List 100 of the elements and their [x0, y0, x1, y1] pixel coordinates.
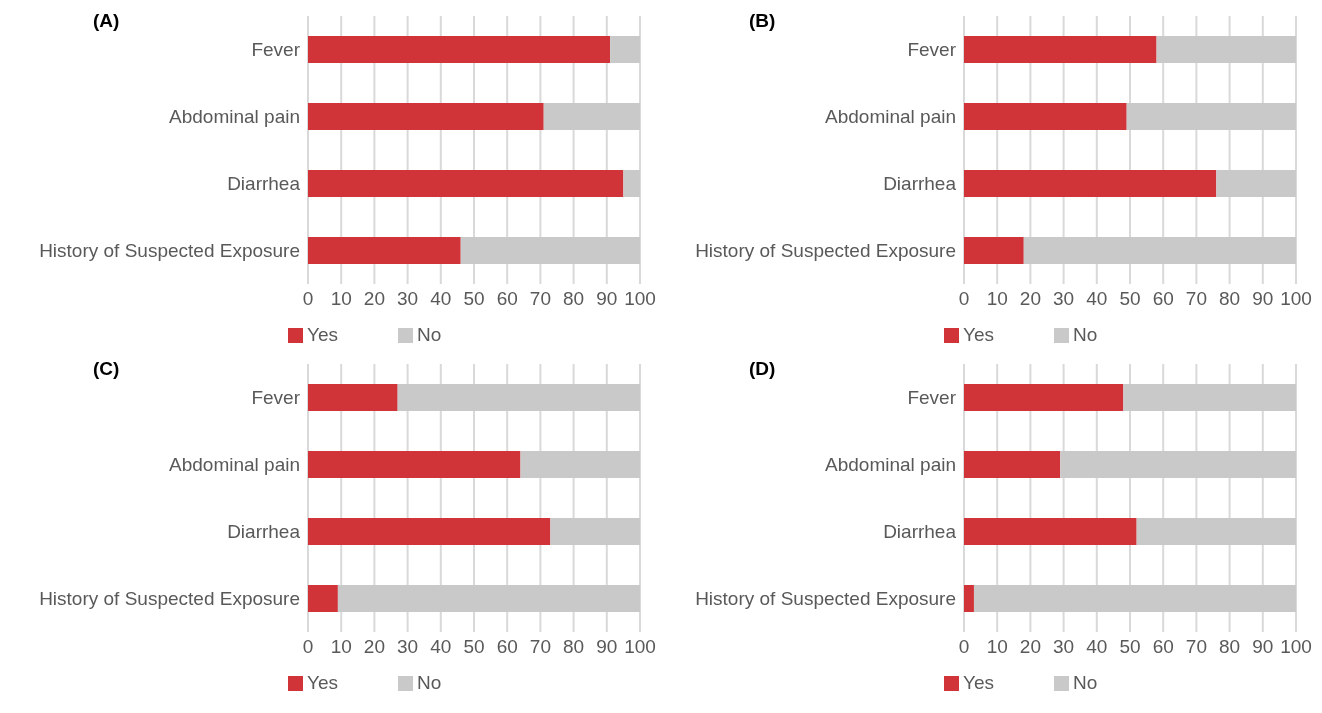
- x-tick-label: 30: [397, 636, 419, 658]
- x-tick-label: 90: [596, 288, 618, 310]
- x-tick-label: 10: [986, 636, 1008, 658]
- x-tick-label: 100: [1280, 288, 1312, 310]
- x-tick-label: 0: [302, 288, 314, 310]
- bar: [1023, 237, 1296, 264]
- x-tick-label: 20: [363, 636, 385, 658]
- y-tick-label: History of Suspected Exposure: [39, 240, 300, 262]
- bar: [973, 585, 1296, 612]
- bar: [964, 518, 1137, 545]
- x-tick-label: 50: [1119, 636, 1141, 658]
- legend-label: No: [417, 672, 442, 693]
- bar: [308, 170, 624, 197]
- bar: [460, 237, 640, 264]
- bar: [308, 585, 338, 612]
- x-tick-label: 10: [986, 288, 1008, 310]
- bar: [550, 518, 640, 545]
- text: (A): [93, 10, 120, 32]
- x-tick-label: 60: [496, 288, 518, 310]
- bar: [397, 384, 640, 411]
- x-tick-label: 30: [1053, 636, 1075, 658]
- bar: [308, 237, 461, 264]
- bar: [964, 36, 1157, 63]
- text: (C): [93, 358, 120, 380]
- x-tick-label: 30: [397, 288, 419, 310]
- bar: [1060, 451, 1296, 478]
- y-tick-label: Diarrhea: [227, 173, 301, 195]
- y-tick-label: Diarrhea: [883, 521, 957, 543]
- y-tick-label: Fever: [907, 387, 957, 409]
- bar: [308, 103, 544, 130]
- x-tick-label: 70: [1185, 636, 1207, 658]
- x-tick-label: 0: [958, 288, 970, 310]
- y-tick-label: Abdominal pain: [825, 106, 956, 128]
- x-tick-label: 80: [1219, 636, 1241, 658]
- x-tick-label: 0: [958, 636, 970, 658]
- x-tick-label: 20: [1019, 288, 1041, 310]
- x-tick-label: 90: [1252, 636, 1274, 658]
- bar: [520, 451, 640, 478]
- text: (D): [749, 358, 776, 380]
- bar: [308, 384, 398, 411]
- x-tick-label: 90: [596, 636, 618, 658]
- bar: [543, 103, 640, 130]
- x-tick-label: 70: [529, 636, 551, 658]
- legend-label: Yes: [307, 672, 338, 693]
- x-tick-label: 50: [463, 288, 485, 310]
- bar: [1126, 103, 1296, 130]
- y-tick-label: Fever: [251, 387, 301, 409]
- y-tick-label: Diarrhea: [227, 521, 301, 543]
- bar: [964, 103, 1127, 130]
- y-tick-label: Fever: [907, 39, 957, 61]
- legend-label: No: [417, 324, 442, 345]
- bar: [623, 170, 640, 197]
- bar: [964, 585, 974, 612]
- x-tick-label: 50: [463, 636, 485, 658]
- y-tick-label: History of Suspected Exposure: [695, 240, 956, 262]
- x-tick-label: 80: [1219, 288, 1241, 310]
- bar: [308, 451, 521, 478]
- bar: [964, 237, 1024, 264]
- x-tick-label: 70: [529, 288, 551, 310]
- x-tick-label: 40: [1086, 288, 1108, 310]
- bar: [1156, 36, 1296, 63]
- x-tick-label: 40: [430, 636, 452, 658]
- y-tick-label: Abdominal pain: [825, 454, 956, 476]
- bar: [1123, 384, 1296, 411]
- bar: [1216, 170, 1296, 197]
- legend-label: No: [1073, 672, 1098, 693]
- x-tick-label: 80: [563, 288, 585, 310]
- x-tick-label: 100: [624, 288, 656, 310]
- x-tick-label: 40: [1086, 636, 1108, 658]
- legend-label: Yes: [963, 324, 994, 345]
- x-tick-label: 10: [330, 288, 352, 310]
- x-tick-label: 40: [430, 288, 452, 310]
- y-tick-label: History of Suspected Exposure: [695, 588, 956, 610]
- x-tick-label: 70: [1185, 288, 1207, 310]
- x-tick-label: 100: [624, 636, 656, 658]
- y-tick-label: Abdominal pain: [169, 454, 300, 476]
- y-tick-label: Abdominal pain: [169, 106, 300, 128]
- bar: [964, 384, 1124, 411]
- bar: [337, 585, 640, 612]
- bar: [610, 36, 640, 63]
- x-tick-label: 50: [1119, 288, 1141, 310]
- x-tick-label: 90: [1252, 288, 1274, 310]
- x-tick-label: 60: [1152, 636, 1174, 658]
- x-tick-label: 100: [1280, 636, 1312, 658]
- text: (B): [749, 10, 776, 32]
- x-tick-label: 30: [1053, 288, 1075, 310]
- x-tick-label: 60: [1152, 288, 1174, 310]
- x-tick-label: 20: [363, 288, 385, 310]
- legend-label: No: [1073, 324, 1098, 345]
- x-tick-label: 60: [496, 636, 518, 658]
- y-tick-label: Diarrhea: [883, 173, 957, 195]
- bar: [308, 518, 551, 545]
- bar: [308, 36, 611, 63]
- x-tick-label: 80: [563, 636, 585, 658]
- x-tick-label: 0: [302, 636, 314, 658]
- legend-label: Yes: [307, 324, 338, 345]
- bar: [1136, 518, 1296, 545]
- legend-label: Yes: [963, 672, 994, 693]
- bar: [964, 170, 1217, 197]
- y-tick-label: History of Suspected Exposure: [39, 588, 300, 610]
